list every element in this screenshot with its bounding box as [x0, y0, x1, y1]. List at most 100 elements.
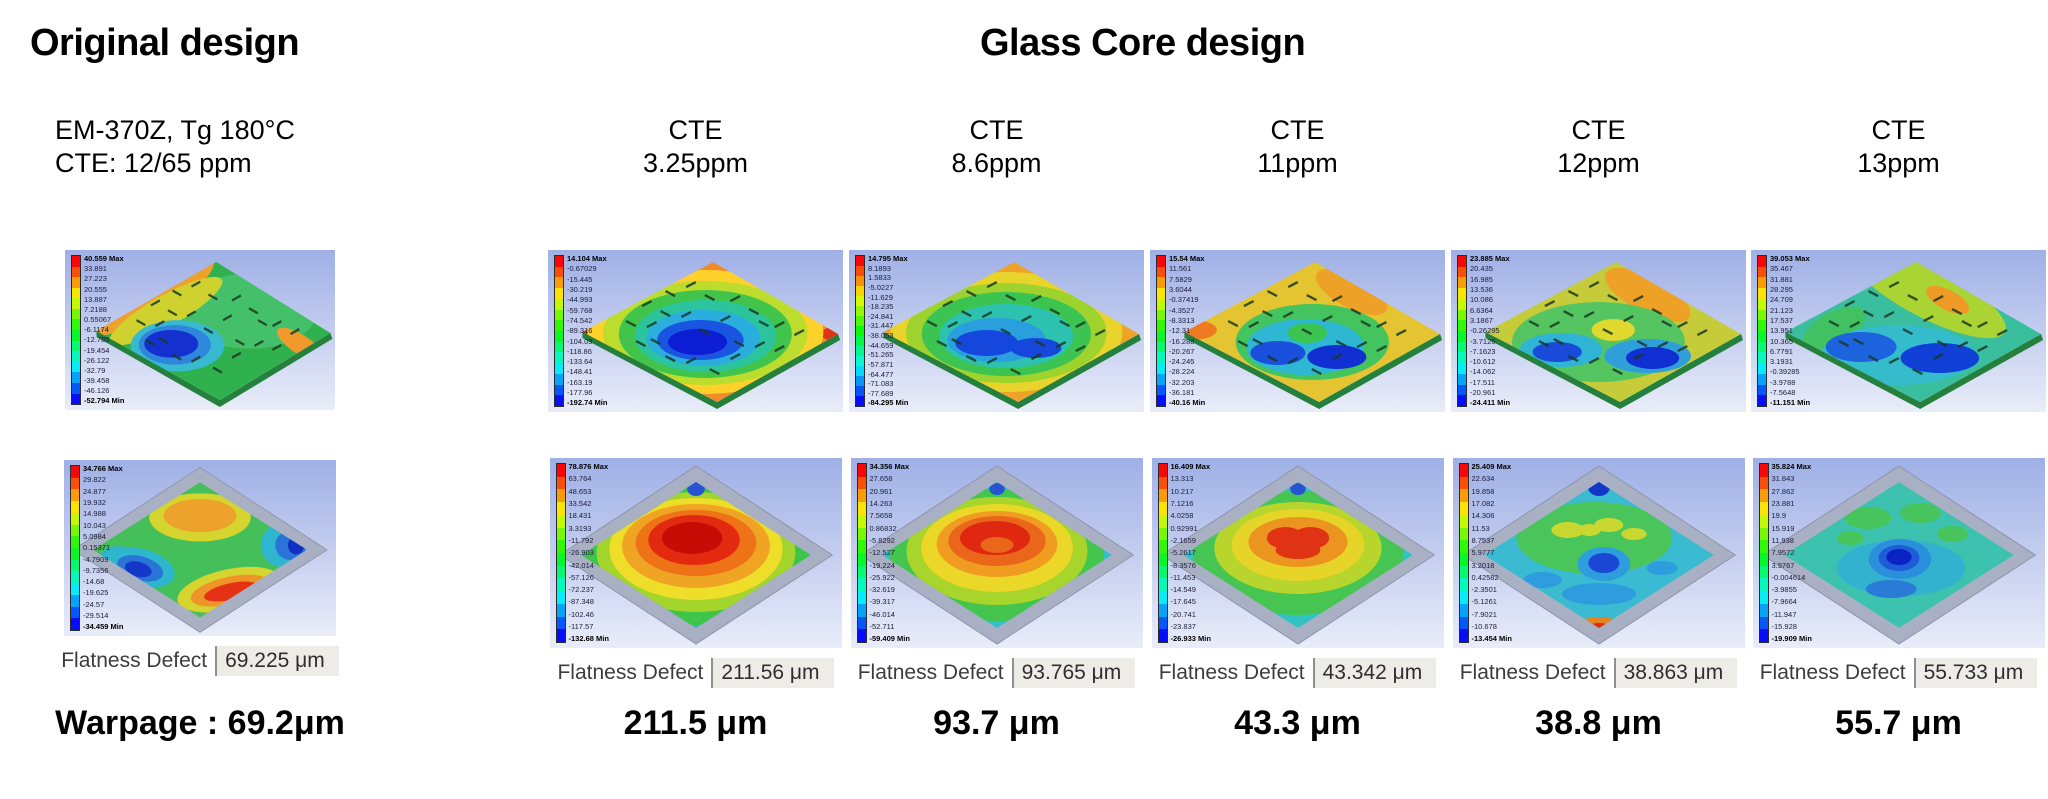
color-scale-cell — [72, 361, 80, 373]
legend-value: 63.764 — [568, 474, 592, 484]
legend-value: -133.64 — [567, 357, 593, 367]
color-scale-cell — [1758, 256, 1766, 267]
legend-value: 29.822 — [83, 475, 106, 485]
legend-value: -5.1261 — [1471, 597, 1497, 607]
column-glass-5: CTE 13ppm 39.053 Max 35.467 31.881 28.295 24.7… — [1749, 108, 2048, 743]
color-scale-cell — [856, 306, 864, 316]
color-scale-cell — [556, 502, 565, 515]
legend-value: -40.16 Min — [1169, 398, 1206, 408]
color-scale-cell — [555, 341, 563, 353]
color-scale-cell — [1459, 603, 1468, 617]
column-header-line2: 12ppm — [1557, 148, 1640, 178]
flatness-defect-value: 211.56 μm — [711, 658, 834, 688]
color-scale-cell — [1458, 384, 1466, 396]
legend-value: 0.15371 — [83, 543, 111, 553]
legend-value: -31.447 — [868, 321, 894, 331]
legend-value: 33.891 — [84, 264, 107, 274]
result-value: 55.7 μm — [1835, 704, 1962, 742]
column-content: CTE 11ppm 15.54 Max 11.561 7.5829 3.6044 -0.37… — [1147, 108, 1448, 743]
color-scale-cell — [71, 571, 79, 584]
color-scale-cell — [856, 286, 864, 296]
color-scale-cell — [555, 320, 563, 332]
color-scale-cell — [555, 309, 563, 321]
color-scale-cell — [1158, 464, 1167, 477]
legend-value: 7.1216 — [1170, 498, 1194, 508]
legend-value: 3.3193 — [568, 523, 592, 533]
legend-value: -11.792 — [568, 535, 594, 545]
legend-value: -44.993 — [567, 295, 593, 305]
legend-value: 24.709 — [1770, 295, 1793, 305]
color-scale-cell — [1458, 363, 1466, 374]
color-scale-cell — [1458, 320, 1466, 332]
legend-value: 10.086 — [1470, 295, 1493, 305]
color-scale-cell — [1758, 309, 1766, 321]
legend-value: 28.295 — [1770, 284, 1793, 294]
legend-value: 14.795 Max — [868, 254, 908, 263]
color-scale-cell — [72, 287, 80, 299]
legend-value: -2.3501 — [1471, 585, 1497, 595]
legend-value: -14.549 — [1170, 585, 1196, 595]
color-scale-cell — [1157, 352, 1165, 364]
color-scale-cell — [1459, 578, 1468, 592]
legend-value: -23.837 — [1170, 622, 1196, 632]
flatness-defect-label: Flatness Defect — [557, 661, 704, 684]
legend-value: 3.1931 — [1770, 357, 1793, 367]
column-header-line2: 11ppm — [1257, 148, 1338, 178]
legend-value: 78.876 Max — [568, 462, 609, 471]
color-scale-cell — [857, 616, 866, 630]
legend-value: 27.223 — [84, 274, 107, 284]
color-scale-cell — [1458, 373, 1466, 385]
legend-value: 15.919 — [1771, 523, 1795, 533]
color-scale-cell — [856, 326, 864, 336]
legend-value: -12.31 — [1169, 326, 1191, 336]
legend-value: 24.877 — [83, 486, 106, 496]
color-scale-cell — [856, 386, 864, 396]
legend-value: -7.5648 — [1770, 388, 1796, 398]
color-scale-cell — [1459, 502, 1468, 515]
flatness-simulation-image: 78.876 Max 63.764 48.653 33.542 18.431 3.3193… — [549, 458, 842, 648]
color-scale-cell — [555, 298, 563, 310]
color-scale-cell — [856, 256, 864, 266]
color-scale-cell — [556, 616, 565, 630]
legend-value: 23.881 — [1771, 498, 1795, 508]
legend-value: -3.9788 — [1770, 377, 1796, 387]
warpage-contour-plate — [1751, 250, 2046, 412]
color-scale-cell — [556, 540, 565, 554]
color-scale-bar — [1757, 255, 1767, 407]
legend-value: -24.57 — [83, 599, 105, 609]
color-scale-bar — [71, 255, 81, 405]
legend-value: -163.19 — [567, 377, 593, 387]
color-scale-bar — [555, 463, 566, 643]
legend-value: 5.0984 — [83, 531, 106, 541]
color-scale-values: 35.824 Max 31.843 27.862 23.881 19.9 15.919 11… — [1772, 463, 1812, 643]
flatness-defect-callout: Flatness Defect 211.56 μm — [557, 658, 834, 688]
color-scale-cell — [71, 594, 79, 607]
legend-value: -24.245 — [1169, 357, 1195, 367]
legend-value: -5.8292 — [869, 535, 895, 545]
color-scale-cell — [1158, 527, 1167, 541]
legend-value: -32.619 — [869, 585, 895, 595]
legend-value: -0.37419 — [1169, 295, 1199, 305]
flatness-contour-plate — [1453, 458, 1745, 648]
flatness-defect-value: 38.863 μm — [1613, 658, 1738, 688]
legend-value: -39.458 — [84, 376, 110, 386]
color-scale-cell — [72, 340, 80, 352]
color-scale-legend: 78.876 Max 63.764 48.653 33.542 18.431 3.3193… — [555, 462, 609, 643]
legend-value: 20.435 — [1470, 264, 1493, 274]
legend-value: -19.454 — [84, 345, 110, 355]
column-header-line2: CTE: 12/65 ppm — [55, 148, 252, 178]
color-scale-cell — [1758, 341, 1766, 353]
color-scale-cell — [1458, 331, 1466, 342]
legend-value: 11.561 — [1169, 264, 1192, 274]
legend-value: -3.9855 — [1771, 585, 1797, 595]
color-scale-legend: 23.885 Max 20.435 16.985 13.536 10.086 6.6364… — [1457, 255, 1510, 407]
color-scale-cell — [71, 524, 79, 537]
legend-value: -46.126 — [84, 386, 110, 396]
legend-value: -26.933 Min — [1170, 634, 1211, 644]
color-scale-cell — [1157, 288, 1165, 299]
column-header: CTE 12ppm — [1557, 114, 1640, 180]
legend-value: -19.625 — [83, 588, 109, 598]
legend-value: -59.768 — [567, 305, 593, 315]
color-scale-cell — [857, 514, 866, 528]
legend-value: -72.237 — [568, 585, 594, 595]
